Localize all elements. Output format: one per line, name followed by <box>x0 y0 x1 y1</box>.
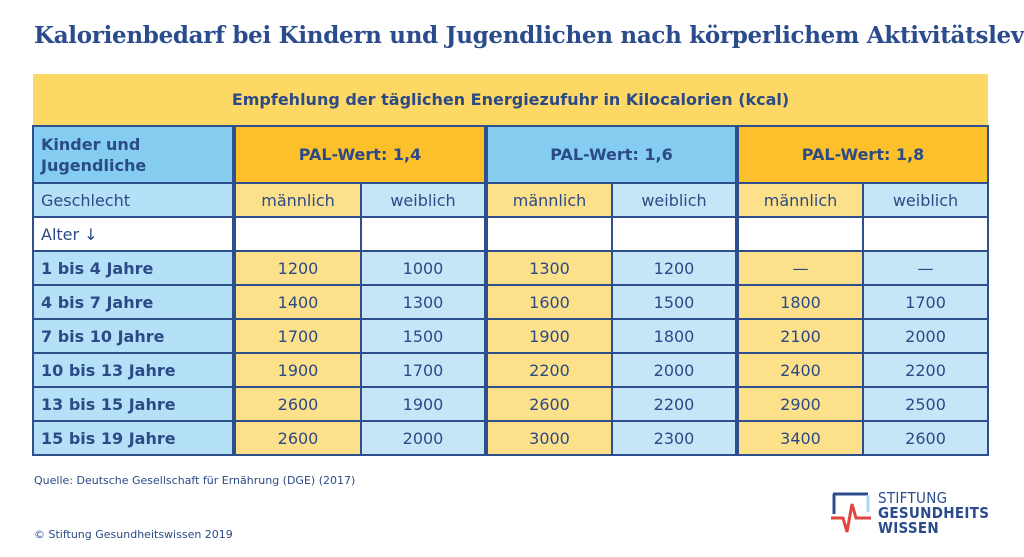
kcal-cell: 2000 <box>611 352 738 388</box>
table-row: 15 bis 19 Jahre 2600 2000 3000 2300 3400 2600 <box>32 420 990 456</box>
kcal-cell: 1200 <box>232 250 362 286</box>
table-row: 13 bis 15 Jahre 2600 1900 2600 2200 2900 2500 <box>32 386 990 422</box>
kcal-cell: 1900 <box>360 386 487 422</box>
table-row: 7 bis 10 Jahre 1700 1500 1900 1800 2100 2000 <box>32 318 990 354</box>
kcal-cell: 2300 <box>611 420 738 456</box>
kcal-cell: 1300 <box>360 284 487 320</box>
age-range: 4 bis 7 Jahre <box>32 284 235 320</box>
age-range: 15 bis 19 Jahre <box>32 420 235 456</box>
kcal-cell: 3000 <box>484 420 613 456</box>
logo-heartbeat-icon <box>831 492 871 533</box>
kcal-cell: 2000 <box>360 420 487 456</box>
kcal-cell: 1500 <box>360 318 487 354</box>
kcal-cell: 2200 <box>484 352 613 388</box>
empty-cell <box>232 216 362 252</box>
empty-cell <box>611 216 738 252</box>
kcal-cell: 3400 <box>735 420 864 456</box>
source-note: Quelle: Deutsche Gesellschaft für Ernähr… <box>34 474 356 487</box>
kcal-cell: 1000 <box>360 250 487 286</box>
kcal-cell: 1700 <box>360 352 487 388</box>
kcal-cell: 2200 <box>861 352 990 388</box>
pal-header-1-6: PAL-Wert: 1,6 <box>484 125 738 184</box>
pal-header-1-4: PAL-Wert: 1,4 <box>232 125 487 184</box>
kcal-cell: 2500 <box>861 386 990 422</box>
logo: STIFTUNG GESUNDHEITS WISSEN <box>830 490 989 536</box>
kcal-cell: 1300 <box>484 250 613 286</box>
kcal-cell: 2600 <box>484 386 613 422</box>
kcal-cell: — <box>861 250 990 286</box>
kcal-cell: 1900 <box>484 318 613 354</box>
kcal-cell: 1600 <box>484 284 613 320</box>
kcal-cell: 2600 <box>232 386 362 422</box>
empty-cell <box>861 216 990 252</box>
empty-cell <box>735 216 864 252</box>
sex-header: männlich <box>232 182 362 218</box>
kcal-cell: 2900 <box>735 386 864 422</box>
sex-header: weiblich <box>360 182 487 218</box>
logo-line-1: STIFTUNG <box>878 488 948 507</box>
age-range: 7 bis 10 Jahre <box>32 318 235 354</box>
kcal-cell: 2600 <box>861 420 990 456</box>
sex-header: weiblich <box>611 182 738 218</box>
kcal-cell: 2100 <box>735 318 864 354</box>
kcal-cell: 1800 <box>611 318 738 354</box>
kcal-cell: 1700 <box>232 318 362 354</box>
sex-label: Geschlecht <box>32 182 235 218</box>
kcal-cell: — <box>735 250 864 286</box>
logo-line-2: GESUNDHEITS <box>878 503 990 522</box>
sex-header: männlich <box>484 182 613 218</box>
table-caption: Empfehlung der täglichen Energiezufuhr i… <box>33 74 989 127</box>
kcal-cell: 2000 <box>861 318 990 354</box>
kcal-cell: 1800 <box>735 284 864 320</box>
sex-header: weiblich <box>861 182 990 218</box>
empty-cell <box>484 216 613 252</box>
kcal-cell: 1700 <box>861 284 990 320</box>
age-range: 10 bis 13 Jahre <box>32 352 235 388</box>
table-row: 10 bis 13 Jahre 1900 1700 2200 2000 2400 2200 <box>32 352 990 388</box>
kcal-cell: 1500 <box>611 284 738 320</box>
sex-header: männlich <box>735 182 864 218</box>
kcal-cell: 1200 <box>611 250 738 286</box>
age-range: 1 bis 4 Jahre <box>32 250 235 286</box>
kcal-cell: 2200 <box>611 386 738 422</box>
kcal-cell: 2400 <box>735 352 864 388</box>
group-header: Kinder und Jugendliche <box>32 125 235 184</box>
table-row: 4 bis 7 Jahre 1400 1300 1600 1500 1800 1700 <box>32 284 990 320</box>
age-label: Alter ↓ <box>32 216 235 252</box>
pal-header-1-8: PAL-Wert: 1,8 <box>734 125 990 184</box>
copyright: © Stiftung Gesundheitswissen 2019 <box>34 528 233 541</box>
calorie-table: Empfehlung der täglichen Energiezufuhr i… <box>32 74 990 456</box>
logo-line-3: WISSEN <box>878 518 939 537</box>
table-row: 1 bis 4 Jahre 1200 1000 1300 1200— — <box>32 250 990 286</box>
age-range: 13 bis 15 Jahre <box>32 386 235 422</box>
kcal-cell: 1900 <box>232 352 362 388</box>
page-title: Kalorienbedarf bei Kindern und Jugendlic… <box>34 22 1024 49</box>
kcal-cell: 2600 <box>232 420 362 456</box>
kcal-cell: 1400 <box>232 284 362 320</box>
empty-cell <box>360 216 487 252</box>
